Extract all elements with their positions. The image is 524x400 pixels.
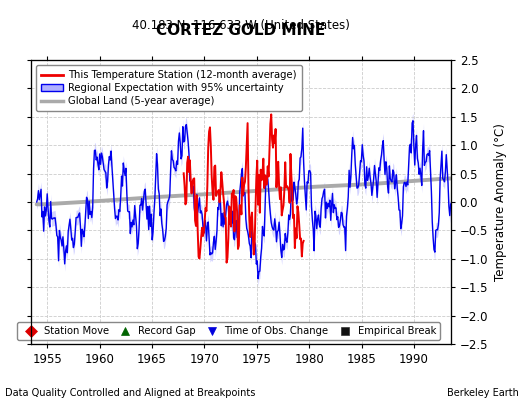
Text: Berkeley Earth: Berkeley Earth (447, 388, 519, 398)
Legend: Station Move, Record Gap, Time of Obs. Change, Empirical Break: Station Move, Record Gap, Time of Obs. C… (17, 322, 440, 340)
Y-axis label: Temperature Anomaly (°C): Temperature Anomaly (°C) (494, 123, 507, 281)
Text: Data Quality Controlled and Aligned at Breakpoints: Data Quality Controlled and Aligned at B… (5, 388, 256, 398)
Text: 40.183 N, 116.633 W (United States): 40.183 N, 116.633 W (United States) (132, 18, 350, 32)
Title: CORTEZ GOLD MINE: CORTEZ GOLD MINE (157, 23, 325, 38)
